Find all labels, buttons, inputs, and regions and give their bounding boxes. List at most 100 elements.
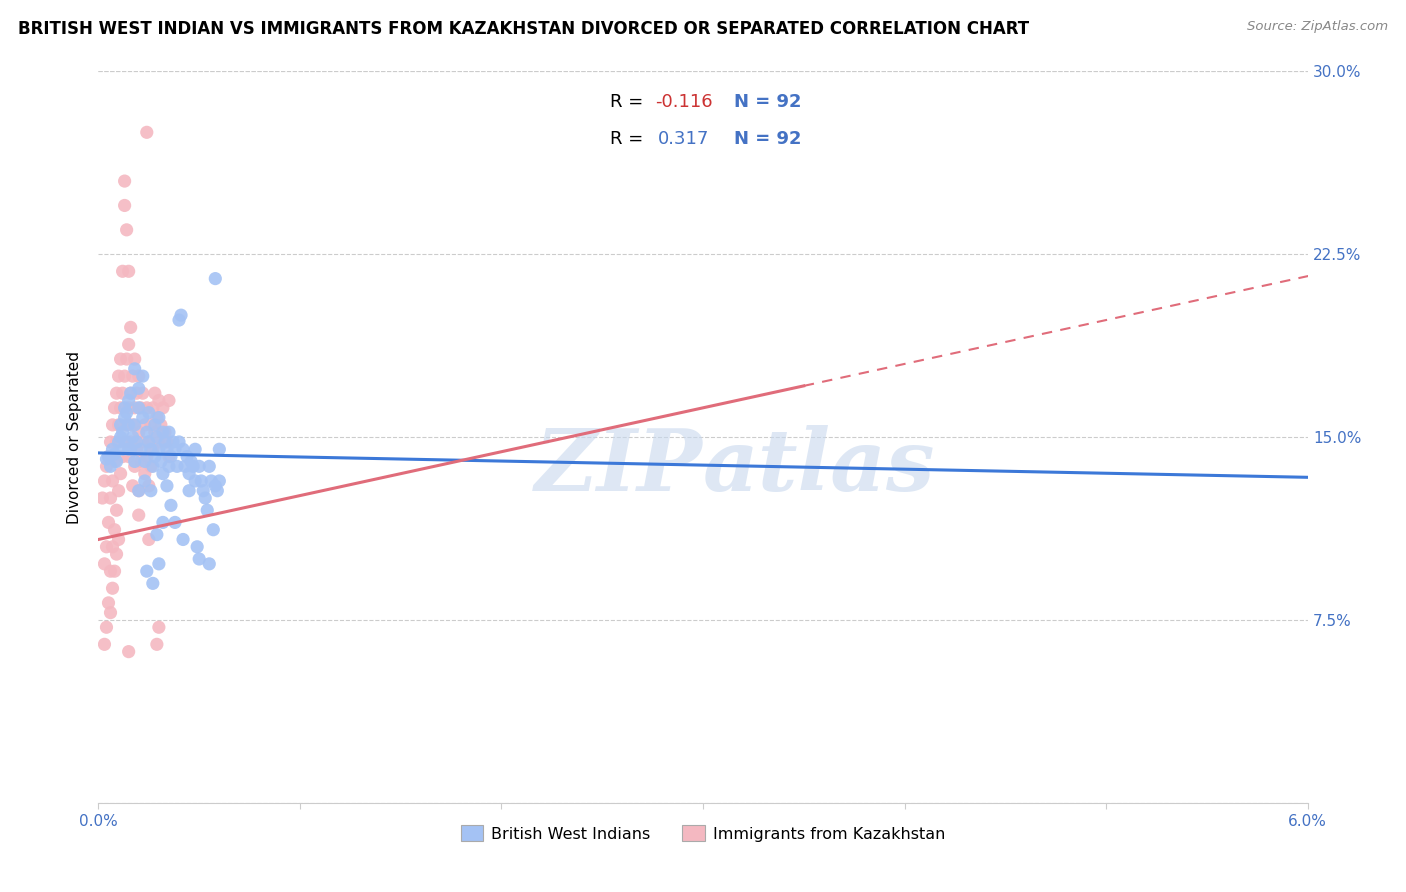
Point	[100, 491, 122, 505]
Point	[143, 386, 166, 401]
Point	[121, 369, 143, 384]
Point	[121, 417, 143, 432]
Point	[118, 401, 141, 415]
Point	[146, 637, 169, 651]
Point	[124, 459, 146, 474]
Point	[157, 450, 180, 464]
Point	[148, 410, 170, 425]
Point	[124, 352, 146, 367]
Point	[120, 386, 142, 401]
Point	[179, 467, 201, 481]
Point	[138, 434, 160, 449]
Point	[120, 434, 142, 449]
Point	[120, 320, 142, 334]
Point	[180, 454, 202, 468]
Point	[128, 369, 150, 384]
Point	[121, 430, 143, 444]
Point	[167, 313, 190, 327]
Point	[118, 264, 141, 278]
Point	[110, 352, 132, 367]
Point	[208, 442, 231, 457]
Point	[114, 434, 136, 449]
Legend: British West Indians, Immigrants from Kazakhstan: British West Indians, Immigrants from Ka…	[453, 817, 953, 850]
Point	[146, 410, 169, 425]
Point	[124, 361, 146, 376]
Point	[125, 386, 148, 401]
Point	[100, 459, 122, 474]
Point	[174, 459, 197, 474]
Text: R =: R =	[610, 93, 650, 112]
Point	[115, 434, 138, 449]
Point	[93, 557, 115, 571]
Point	[101, 442, 124, 457]
Point	[120, 386, 142, 401]
Point	[188, 459, 211, 474]
Point	[100, 434, 122, 449]
Point	[138, 434, 160, 449]
Point	[163, 442, 186, 457]
Point	[152, 401, 174, 415]
Point	[167, 434, 190, 449]
Point	[110, 467, 132, 481]
Point	[120, 442, 142, 457]
Point	[114, 401, 136, 415]
Point	[124, 401, 146, 415]
Text: N = 92: N = 92	[734, 93, 801, 112]
Point	[96, 540, 118, 554]
Point	[96, 459, 118, 474]
Point	[157, 459, 180, 474]
Point	[148, 620, 170, 634]
Point	[93, 637, 115, 651]
Point	[114, 369, 136, 384]
Point	[105, 454, 128, 468]
Point	[124, 454, 146, 468]
Point	[198, 459, 221, 474]
Point	[100, 564, 122, 578]
Point	[118, 393, 141, 408]
Point	[101, 581, 124, 595]
Point	[148, 557, 170, 571]
Point	[148, 393, 170, 408]
Point	[97, 450, 120, 464]
Point	[125, 434, 148, 449]
Point	[162, 434, 184, 449]
Point	[125, 442, 148, 457]
Point	[184, 442, 207, 457]
Point	[91, 491, 114, 505]
Point	[153, 434, 176, 449]
Point	[111, 386, 134, 401]
Point	[142, 442, 165, 457]
Point	[96, 452, 118, 467]
Text: -0.116: -0.116	[655, 93, 713, 112]
Point	[143, 450, 166, 464]
Point	[138, 406, 160, 420]
Point	[114, 174, 136, 188]
Point	[190, 474, 212, 488]
Point	[111, 425, 134, 440]
Point	[146, 430, 169, 444]
Point	[156, 434, 179, 449]
Point	[124, 417, 146, 432]
Y-axis label: Divorced or Separated: Divorced or Separated	[67, 351, 83, 524]
Point	[149, 417, 172, 432]
Point	[129, 401, 152, 415]
Point	[172, 442, 194, 457]
Point	[152, 467, 174, 481]
Point	[200, 474, 222, 488]
Point	[170, 308, 193, 322]
Point	[128, 381, 150, 395]
Point	[118, 417, 141, 432]
Point	[103, 454, 125, 468]
Point	[105, 547, 128, 561]
Point	[132, 386, 155, 401]
Point	[134, 467, 156, 481]
Point	[107, 369, 129, 384]
Point	[148, 442, 170, 457]
Point	[135, 450, 157, 464]
Point	[139, 417, 162, 432]
Point	[156, 479, 179, 493]
Point	[166, 459, 188, 474]
Point	[103, 401, 125, 415]
Point	[93, 474, 115, 488]
Point	[176, 450, 198, 464]
